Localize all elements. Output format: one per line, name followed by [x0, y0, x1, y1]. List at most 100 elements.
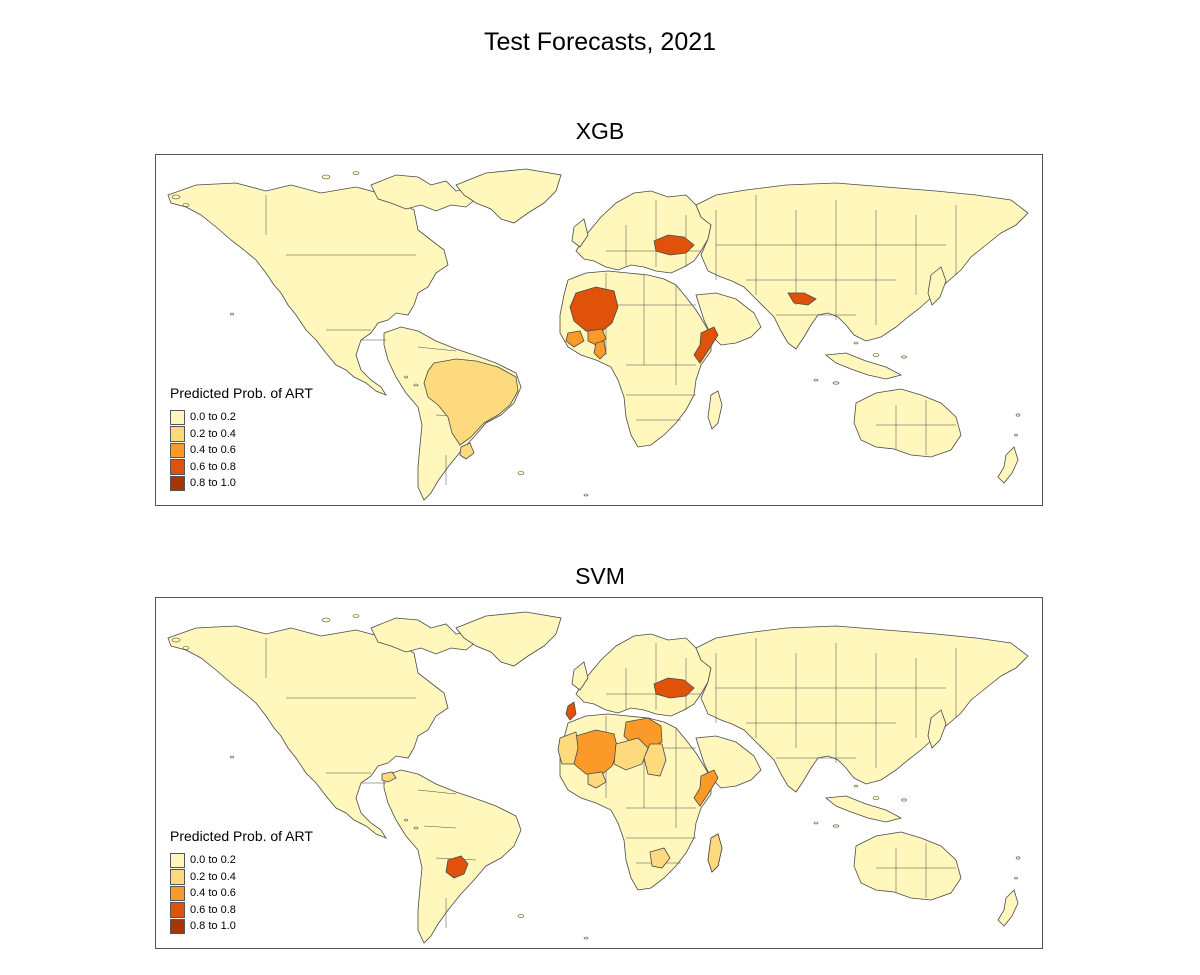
panel-title-xgb: XGB	[575, 118, 625, 144]
landmass-south-america	[383, 769, 522, 944]
map-panel-xgb: Predicted Prob. of ART 0.0 to 0.2 0.2 to 0…	[155, 154, 1043, 506]
island	[352, 614, 360, 618]
island	[853, 341, 859, 345]
legend-label: 0.4 to 0.6	[190, 444, 236, 457]
landmass-japan	[927, 266, 947, 306]
country-guinea	[565, 330, 585, 348]
landmass-british-isles	[571, 661, 589, 691]
island	[352, 171, 360, 175]
island	[413, 826, 419, 830]
island	[1015, 413, 1021, 417]
map-panel-svm: Predicted Prob. of ART 0.0 to 0.2 0.2 to 0…	[155, 597, 1043, 949]
country-mali	[569, 286, 619, 334]
landmass-asia	[695, 182, 1029, 350]
legend-item: 0.2 to 0.4	[170, 869, 313, 886]
legend-title: Predicted Prob. of ART	[170, 385, 313, 401]
legend-item: 0.6 to 0.8	[170, 902, 313, 919]
island	[832, 824, 840, 828]
island	[832, 381, 840, 385]
country-brazil	[423, 358, 519, 446]
island	[1014, 433, 1018, 437]
landmass-australia	[853, 388, 962, 458]
island	[413, 383, 419, 387]
landmass-british-isles	[571, 218, 589, 248]
legend-item: 0.4 to 0.6	[170, 885, 313, 902]
island	[171, 637, 181, 643]
legend-swatch	[170, 918, 185, 934]
country-portugal	[565, 701, 577, 721]
island	[853, 784, 859, 788]
landmass-north-america	[167, 182, 449, 396]
world-map	[167, 168, 1029, 501]
landmass-madagascar	[707, 390, 723, 430]
legend-item: 0.0 to 0.2	[170, 409, 313, 426]
country-chad	[643, 743, 667, 777]
country-zimbabwe	[649, 847, 671, 869]
island	[813, 821, 819, 825]
island	[171, 194, 181, 200]
island	[182, 646, 190, 650]
country-burkina-faso	[587, 771, 607, 789]
landmass-australia	[853, 831, 962, 901]
map-legend: Predicted Prob. of ART 0.0 to 0.2 0.2 to 0…	[170, 828, 313, 935]
island	[1015, 856, 1021, 860]
island	[813, 378, 819, 382]
landmass-indonesia	[824, 352, 903, 380]
island	[872, 796, 880, 800]
island	[583, 493, 589, 497]
legend-item: 0.0 to 0.2	[170, 852, 313, 869]
legend-swatch	[170, 426, 185, 442]
landmass-greenland	[455, 611, 562, 667]
landmass-japan	[927, 709, 947, 749]
map-legend: Predicted Prob. of ART 0.0 to 0.2 0.2 to 0…	[170, 385, 313, 492]
island	[321, 174, 331, 180]
landmass-arctic-islands	[370, 174, 477, 212]
island	[583, 936, 589, 940]
legend-label: 0.4 to 0.6	[190, 887, 236, 900]
island	[182, 203, 190, 207]
island	[404, 818, 408, 822]
legend-swatch	[170, 885, 185, 901]
island	[229, 312, 235, 316]
island	[517, 471, 525, 475]
landmass-europe	[575, 190, 712, 274]
legend-label: 0.2 to 0.4	[190, 870, 236, 883]
legend-label: 0.0 to 0.2	[190, 854, 236, 867]
country-nepal	[787, 292, 817, 306]
island	[901, 798, 907, 802]
country-mauritania	[557, 731, 579, 765]
island	[1014, 876, 1018, 880]
legend-swatch	[170, 869, 185, 885]
panel-title-svm: SVM	[575, 563, 625, 589]
country-somalia	[693, 769, 719, 807]
world-map	[167, 611, 1029, 944]
landmass-arctic-islands	[370, 617, 477, 655]
country-somalia	[693, 326, 719, 364]
legend-swatch	[170, 902, 185, 918]
landmass-north-america	[167, 625, 449, 839]
legend-swatch	[170, 459, 185, 475]
landmass-europe	[575, 633, 712, 717]
island	[321, 617, 331, 623]
country-niger	[613, 737, 649, 771]
legend-item: 0.4 to 0.6	[170, 442, 313, 459]
legend-item: 0.2 to 0.4	[170, 426, 313, 443]
country-paraguay	[445, 855, 469, 879]
legend-label: 0.8 to 1.0	[190, 920, 236, 933]
island	[872, 353, 880, 357]
island	[901, 355, 907, 359]
country-madagascar	[707, 833, 723, 873]
legend-label: 0.8 to 1.0	[190, 477, 236, 490]
figure-title: Test Forecasts, 2021	[483, 28, 717, 56]
country-honduras	[381, 771, 397, 783]
country-uruguay	[459, 442, 475, 460]
landmass-indonesia	[824, 795, 903, 823]
legend-item: 0.8 to 1.0	[170, 475, 313, 492]
legend-item: 0.6 to 0.8	[170, 459, 313, 476]
legend-swatch	[170, 409, 185, 425]
landmass-new-zealand	[997, 446, 1019, 484]
country-ghana	[593, 340, 607, 360]
border-line	[423, 825, 457, 829]
legend-item: 0.8 to 1.0	[170, 918, 313, 935]
border-line	[417, 346, 457, 352]
